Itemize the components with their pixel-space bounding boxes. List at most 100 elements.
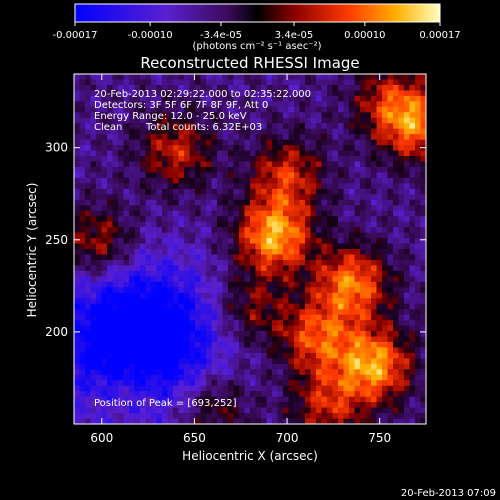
heatmap-cell — [387, 221, 394, 228]
heatmap-cell — [228, 139, 234, 146]
heatmap-cell — [288, 134, 295, 141]
heatmap-cell — [343, 336, 350, 343]
heatmap-cell — [101, 413, 108, 419]
heatmap-cell — [420, 232, 426, 239]
heatmap-cell — [123, 380, 130, 387]
heatmap-cell — [101, 270, 108, 277]
heatmap-cell — [277, 336, 284, 343]
heatmap-cell — [151, 84, 157, 91]
heatmap-cell — [349, 347, 355, 354]
heatmap-cell — [277, 341, 284, 348]
heatmap-cell — [101, 172, 108, 179]
heatmap-cell — [206, 341, 212, 348]
heatmap-cell — [255, 101, 262, 108]
heatmap-cell — [162, 374, 168, 381]
heatmap-cell — [222, 341, 229, 348]
heatmap-cell — [211, 145, 218, 151]
heatmap-cell — [294, 150, 300, 157]
heatmap-cell — [277, 396, 284, 403]
heatmap-cell — [343, 309, 350, 316]
heatmap-cell — [156, 74, 163, 80]
heatmap-cell — [327, 369, 333, 376]
heatmap-cell — [107, 298, 113, 305]
heatmap-cell — [332, 183, 339, 190]
heatmap-cell — [151, 183, 157, 190]
heatmap-cell — [74, 265, 80, 272]
heatmap-cell — [151, 194, 157, 201]
heatmap-cell — [145, 134, 152, 141]
heatmap-cell — [156, 172, 163, 179]
heatmap-cell — [195, 336, 201, 343]
heatmap-cell — [90, 396, 97, 403]
heatmap-cell — [420, 227, 426, 233]
heatmap-cell — [409, 205, 416, 212]
heatmap-cell — [349, 216, 355, 223]
heatmap-cell — [299, 106, 306, 113]
heatmap-cell — [382, 369, 388, 376]
heatmap-cell — [217, 309, 223, 316]
heatmap-cell — [404, 194, 410, 201]
heatmap-cell — [321, 232, 328, 239]
heatmap-cell — [239, 385, 245, 392]
heatmap-cell — [96, 402, 102, 408]
heatmap-cell — [79, 276, 86, 283]
heatmap-cell — [211, 270, 218, 277]
heatmap-cell — [195, 358, 201, 365]
heatmap-cell — [167, 221, 174, 228]
heatmap-cell — [371, 199, 377, 206]
heatmap-cell — [272, 84, 278, 91]
heatmap-cell — [167, 227, 174, 233]
heatmap-cell — [365, 309, 372, 316]
heatmap-cell — [211, 369, 218, 376]
heatmap-cell — [112, 188, 119, 195]
heatmap-cell — [167, 156, 174, 162]
heatmap-cell — [162, 276, 168, 283]
heatmap-cell — [74, 303, 80, 310]
heatmap-cell — [129, 259, 135, 266]
heatmap-cell — [404, 112, 410, 119]
heatmap-cell — [255, 243, 262, 250]
heatmap-cell — [283, 391, 289, 398]
heatmap-cell — [206, 150, 212, 157]
heatmap-cell — [382, 303, 388, 310]
heatmap-cell — [360, 227, 366, 233]
heatmap-cell — [327, 325, 333, 332]
heatmap-cell — [283, 106, 289, 113]
heatmap-cell — [195, 374, 201, 381]
heatmap-cell — [338, 385, 344, 392]
heatmap-cell — [107, 227, 113, 233]
heatmap-cell — [140, 232, 146, 239]
heatmap-cell — [79, 117, 86, 124]
heatmap-cell — [266, 243, 273, 250]
heatmap-cell — [96, 303, 102, 310]
heatmap-cell — [129, 128, 135, 135]
heatmap-cell — [321, 309, 328, 316]
heatmap-cell — [79, 199, 86, 206]
heatmap-cell — [184, 205, 190, 212]
heatmap-cell — [277, 418, 284, 424]
heatmap-cell — [244, 90, 251, 97]
heatmap-cell — [189, 325, 196, 332]
heatmap-cell — [354, 232, 361, 239]
heatmap-cell — [145, 292, 152, 299]
heatmap-cell — [277, 363, 284, 370]
heatmap-cell — [200, 156, 207, 162]
heatmap-cell — [338, 205, 344, 212]
heatmap-cell — [349, 101, 355, 108]
heatmap-cell — [178, 172, 185, 179]
heatmap-cell — [90, 358, 97, 365]
heatmap-cell — [272, 380, 278, 387]
heatmap-cell — [85, 95, 91, 102]
heatmap-cell — [167, 254, 174, 261]
heatmap-cell — [316, 358, 322, 365]
heatmap-cell — [338, 396, 344, 403]
heatmap-cell — [283, 314, 289, 321]
heatmap-cell — [321, 298, 328, 305]
heatmap-cell — [167, 95, 174, 102]
heatmap-cell — [233, 101, 240, 108]
heatmap-cell — [354, 156, 361, 162]
heatmap-cell — [371, 177, 377, 184]
heatmap-cell — [349, 139, 355, 146]
heatmap-cell — [79, 183, 86, 190]
heatmap-cell — [200, 413, 207, 419]
